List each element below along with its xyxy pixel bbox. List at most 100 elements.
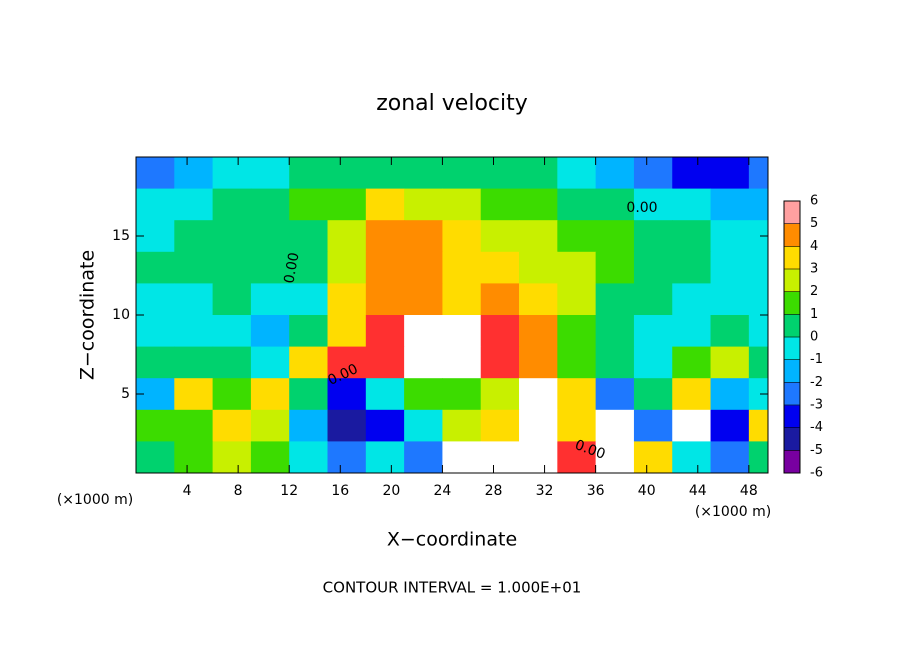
cell: [633, 251, 673, 284]
cell: [327, 346, 367, 379]
cell: [519, 378, 558, 411]
cell: [174, 251, 214, 284]
x-tick-label: 4: [183, 483, 192, 499]
x-tick-label: 40: [638, 483, 656, 499]
cell: [136, 409, 175, 442]
cell: [748, 441, 768, 473]
cell: [327, 409, 367, 442]
cell: [480, 283, 520, 316]
cell: [174, 346, 214, 379]
colorbar-segment: [784, 382, 800, 406]
cell: [557, 157, 597, 190]
cell: [557, 378, 597, 411]
cell: [672, 441, 712, 473]
cell: [748, 283, 768, 316]
cell: [250, 188, 290, 221]
cell: [212, 220, 252, 253]
colorbar-segment: [784, 427, 800, 451]
cell: [250, 409, 290, 442]
cell: [174, 188, 214, 221]
cell: [327, 157, 367, 190]
cell: [672, 188, 712, 221]
cell: [250, 220, 290, 253]
cell: [519, 188, 558, 221]
cell: [212, 346, 252, 379]
cell: [289, 283, 329, 316]
cell: [136, 251, 175, 284]
cell: [633, 441, 673, 473]
cell: [289, 315, 329, 348]
cell: [595, 315, 635, 348]
cell: [519, 157, 558, 190]
cell: [327, 378, 367, 411]
cell: [365, 441, 405, 473]
cell: [174, 409, 214, 442]
contour-label: 0.00: [281, 251, 302, 284]
cell: [174, 283, 214, 316]
cell: [212, 409, 252, 442]
cell: [212, 188, 252, 221]
cell: [557, 315, 597, 348]
cell: [404, 251, 443, 284]
contour-label: 0.00: [626, 200, 657, 216]
cell: [442, 188, 482, 221]
cell: [250, 157, 290, 190]
cell: [480, 220, 520, 253]
cell: [748, 315, 768, 348]
cell: [404, 441, 443, 473]
y-tick-label: 15: [112, 228, 130, 244]
cell: [519, 409, 558, 442]
cell: [442, 378, 482, 411]
cell: [595, 157, 635, 190]
colorbar-label: 2: [810, 284, 818, 299]
cell: [748, 157, 768, 190]
colorbar-label: -6: [810, 466, 823, 481]
colorbar-label: -2: [810, 375, 823, 390]
x-tick-label: 12: [280, 483, 298, 499]
cell: [480, 409, 520, 442]
cell: [404, 378, 443, 411]
cell: [365, 157, 405, 190]
cell: [710, 441, 750, 473]
cell: [710, 251, 750, 284]
x-tick-label: 32: [536, 483, 554, 499]
cell: [289, 409, 329, 442]
cell: [748, 378, 768, 411]
cell: [136, 157, 175, 190]
cell: [480, 157, 520, 190]
cell: [710, 283, 750, 316]
cell: [595, 409, 635, 442]
cell: [136, 315, 175, 348]
footnote: CONTOUR INTERVAL = 1.000E+01: [323, 579, 582, 597]
cell: [174, 220, 214, 253]
colorbar-segment: [784, 291, 800, 315]
y-tick-label: 10: [112, 307, 130, 323]
cell: [480, 315, 520, 348]
cell: [672, 346, 712, 379]
cell: [672, 315, 712, 348]
cell: [404, 283, 443, 316]
x-unit: (×1000 m): [695, 504, 771, 520]
cell: [519, 220, 558, 253]
cell: [327, 315, 367, 348]
cell: [519, 315, 558, 348]
cell: [710, 220, 750, 253]
cell: [289, 157, 329, 190]
cell: [480, 251, 520, 284]
x-unit: (×1000 m): [57, 492, 133, 508]
cell: [442, 251, 482, 284]
cell: [519, 346, 558, 379]
cell: [327, 188, 367, 221]
colorbar-segment: [784, 337, 800, 360]
cell: [710, 157, 750, 190]
x-tick-label: 36: [587, 483, 605, 499]
cell: [442, 220, 482, 253]
cell: [557, 251, 597, 284]
cell: [633, 346, 673, 379]
cell: [136, 346, 175, 379]
colorbar-segment: [784, 223, 800, 247]
cell: [327, 441, 367, 473]
cell: [404, 220, 443, 253]
cell: [442, 157, 482, 190]
